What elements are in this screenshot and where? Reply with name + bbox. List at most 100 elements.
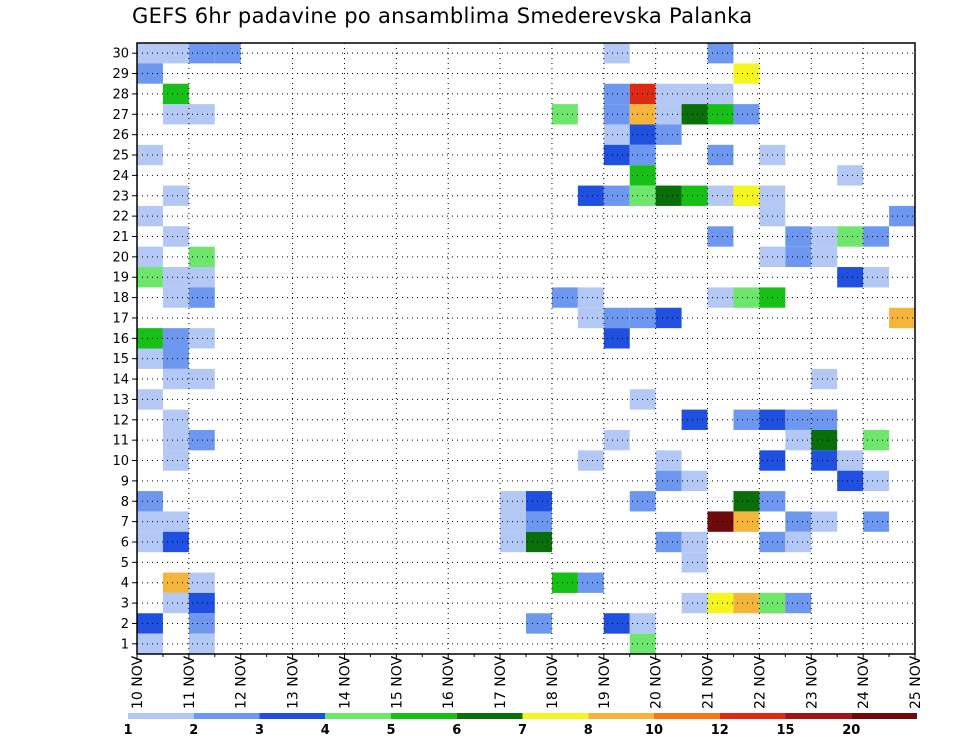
- heatmap-cell: [681, 83, 708, 105]
- colorbar-label: 15: [776, 723, 794, 738]
- heatmap-cell: [655, 307, 682, 329]
- heatmap-cell: [681, 592, 708, 614]
- heatmap-cell: [188, 287, 215, 308]
- colorbar-swatch: [785, 713, 852, 719]
- heatmap-cell: [655, 450, 682, 471]
- y-tick-label: 20: [112, 250, 129, 265]
- colorbar-swatch: [193, 713, 260, 719]
- colorbar-swatch: [588, 713, 654, 719]
- heatmap-cell: [137, 633, 163, 654]
- colorbar-label: 12: [711, 723, 729, 738]
- x-tick-label: 16 NOV: [441, 655, 457, 709]
- heatmap-cell: [785, 429, 812, 451]
- heatmap-cell: [837, 165, 864, 186]
- y-tick-label: 12: [112, 413, 129, 428]
- x-tick-label: 15 NOV: [389, 655, 405, 709]
- heatmap-cell: [681, 470, 708, 492]
- heatmap-cell: [162, 572, 189, 593]
- colorbar-label: 7: [518, 723, 527, 738]
- heatmap-cell: [577, 572, 604, 593]
- colorbar-swatch: [654, 713, 720, 719]
- heatmap-cell: [707, 592, 734, 614]
- heatmap-cell: [681, 552, 708, 573]
- heatmap-cell: [707, 104, 734, 125]
- heatmap-cell: [162, 368, 189, 390]
- x-tick-label: 19 NOV: [597, 655, 613, 709]
- heatmap-cell: [162, 450, 189, 471]
- heatmap-cell: [137, 491, 163, 512]
- heatmap-cell: [655, 104, 682, 125]
- heatmap-cell: [137, 531, 163, 553]
- heatmap-cell: [137, 348, 163, 369]
- heatmap-cell: [655, 470, 682, 492]
- colorbar-swatch: [259, 713, 326, 719]
- heatmap-cell: [577, 185, 604, 206]
- heatmap-cell: [707, 287, 734, 308]
- heatmap-cell: [785, 409, 812, 430]
- heatmap-cell: [137, 267, 163, 288]
- colorbar-swatch: [719, 713, 786, 719]
- y-tick-label: 11: [112, 434, 129, 449]
- heatmap-cell: [785, 246, 812, 268]
- heatmap-cell: [188, 328, 215, 349]
- heatmap-cell: [603, 124, 630, 145]
- heatmap-cell: [785, 226, 812, 247]
- heatmap-cell: [811, 511, 838, 532]
- y-tick-label: 14: [112, 373, 129, 388]
- y-axis: 1234567891011121314151617181920212223242…: [112, 47, 137, 652]
- heatmap-cell: [733, 511, 760, 532]
- heatmap-cell: [551, 104, 578, 125]
- heatmap-cell: [162, 409, 189, 430]
- heatmap-cell: [785, 511, 812, 532]
- heatmap-cell: [577, 450, 604, 471]
- colorbar-label: 8: [584, 723, 593, 738]
- y-tick-label: 24: [112, 169, 129, 184]
- heatmap-cell: [681, 104, 708, 125]
- heatmap-cell: [526, 511, 552, 532]
- y-tick-label: 17: [112, 311, 129, 326]
- heatmap-cell: [188, 43, 215, 64]
- plot-frame: [136, 42, 916, 655]
- grid-lines: [137, 43, 915, 654]
- heatmap-cell: [162, 43, 189, 64]
- x-tick-label: 22 NOV: [752, 655, 768, 709]
- heatmap-cell: [162, 104, 189, 125]
- heatmap-cell: [655, 83, 682, 105]
- x-tick-label: 18 NOV: [545, 655, 561, 709]
- heatmap-cell: [162, 531, 189, 553]
- colorbar-label: 6: [452, 723, 461, 738]
- heatmap-cell: [603, 429, 630, 451]
- heatmap-cell: [733, 63, 760, 84]
- heatmap-cell: [811, 226, 838, 247]
- x-tick-label: 20 NOV: [649, 655, 665, 709]
- heatmap-cell: [577, 287, 604, 308]
- colorbar-label: 1: [123, 723, 132, 738]
- heatmap-cell: [863, 429, 890, 451]
- heatmap-cell: [733, 409, 760, 430]
- x-tick-label: 11 NOV: [182, 655, 198, 709]
- heatmap-cell: [707, 83, 734, 105]
- heatmap-cell: [811, 368, 838, 390]
- heatmap-cell: [655, 124, 682, 145]
- heatmap-cell: [137, 43, 163, 64]
- y-tick-label: 16: [112, 332, 129, 347]
- heatmap-cell: [837, 450, 864, 471]
- colorbar-label: 5: [386, 723, 395, 738]
- heatmap-cell: [162, 185, 189, 206]
- y-tick-label: 7: [121, 515, 129, 530]
- heatmap-cell: [551, 287, 578, 308]
- x-tick-label: 12 NOV: [234, 655, 250, 709]
- colorbar-swatch: [522, 713, 589, 719]
- heatmap-cell: [655, 531, 682, 553]
- heatmap-cell: [188, 429, 215, 451]
- heatmap-cell: [551, 572, 578, 593]
- heatmap-cell: [811, 409, 838, 430]
- heatmap-cell: [681, 531, 708, 553]
- heatmap-cell: [137, 205, 163, 227]
- heatmap-cell: [603, 43, 630, 64]
- x-tick-label: 10 NOV: [130, 655, 146, 709]
- y-tick-label: 30: [112, 47, 129, 62]
- heatmap-cell: [500, 531, 526, 553]
- colorbar-label: 20: [842, 723, 860, 738]
